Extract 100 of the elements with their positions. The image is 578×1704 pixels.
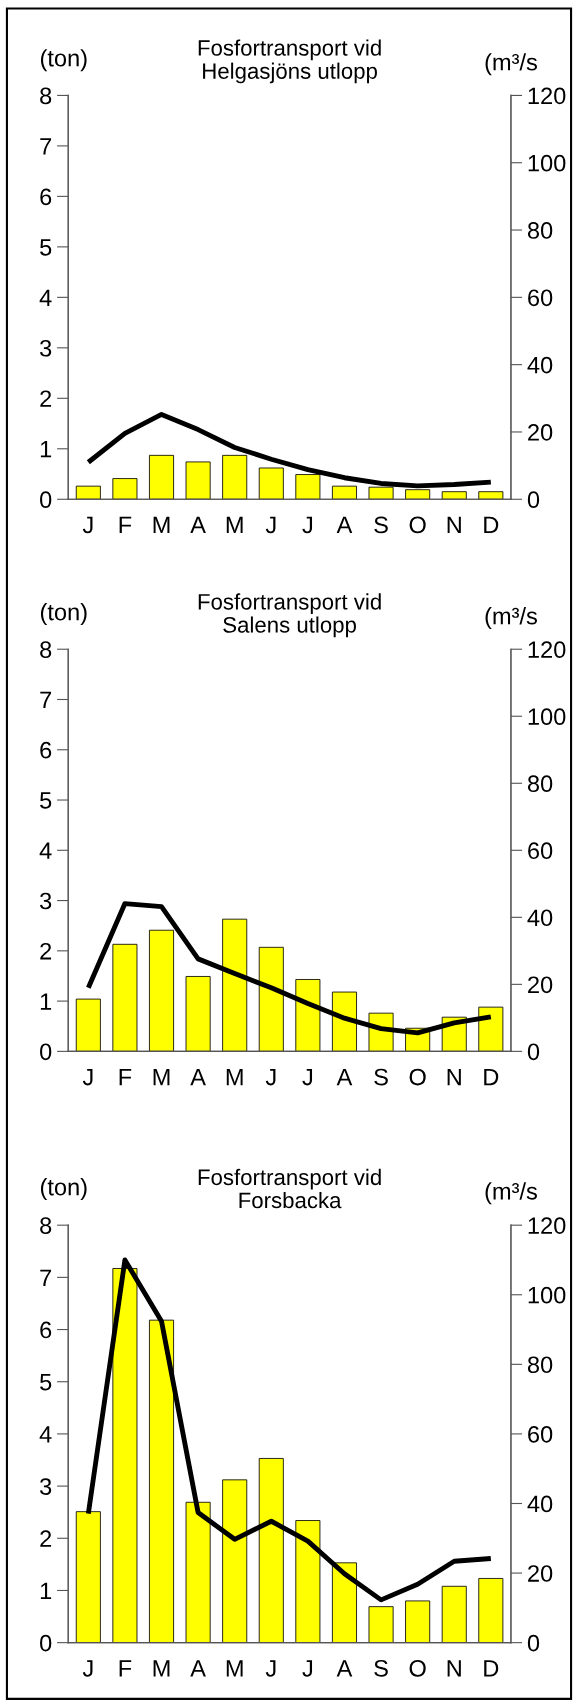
- x-tick-label: J: [302, 1068, 313, 1086]
- x-tick-label: O: [409, 1068, 426, 1086]
- y-tick-label: 1: [40, 1582, 52, 1600]
- y-tick-label: 7: [40, 138, 52, 155]
- y2-tick-label: 20: [528, 1565, 553, 1582]
- x-tick-label: F: [119, 1660, 132, 1677]
- bar: [112, 943, 138, 1052]
- y2-tick-label: 0: [527, 1634, 540, 1652]
- y-tick-label: 4: [39, 1426, 52, 1443]
- x-tick-label: D: [484, 516, 499, 534]
- x-tick-label: J: [82, 516, 93, 534]
- x-tick-label: A: [190, 1660, 206, 1677]
- chart-title: Fosfortransport vid Helgasjöns utlopp: [198, 39, 381, 84]
- y2-tick-label: 0: [527, 1043, 540, 1061]
- y-tick-label: 7: [40, 1269, 52, 1286]
- y-tick-label: 1: [40, 441, 52, 458]
- y-tick-label: 5: [40, 1374, 52, 1391]
- y2-tick-label: 120: [528, 1217, 566, 1234]
- y-tick-label: 3: [40, 892, 52, 910]
- y-tick-label: 0: [40, 1634, 52, 1652]
- y2-tick-label: 80: [527, 222, 553, 239]
- y-tick-label: 3: [40, 339, 52, 357]
- bar: [75, 998, 101, 1052]
- y2-tick-label: 80: [527, 775, 553, 793]
- y2-axis-title: (m³/s: [485, 53, 537, 76]
- y-tick-label: 2: [40, 1530, 52, 1547]
- y-tick-label: 8: [40, 87, 52, 105]
- y2-tick-label: 120: [528, 87, 566, 105]
- y2-tick-label: 20: [528, 424, 553, 441]
- y2-tick-label: 60: [528, 842, 553, 860]
- y2-tick-label: 60: [528, 289, 553, 307]
- x-tick-label: J: [82, 1660, 93, 1677]
- x-tick-label: M: [153, 1660, 170, 1677]
- bar: [478, 1578, 504, 1643]
- x-tick-label: N: [447, 1660, 461, 1677]
- y2-tick-label: 20: [528, 976, 553, 994]
- x-tick-label: N: [447, 516, 461, 534]
- y-axis-title: (ton): [40, 1178, 87, 1201]
- x-tick-label: M: [153, 516, 170, 534]
- y2-axis-title: (m³/s: [485, 607, 537, 630]
- x-tick-label: A: [336, 516, 353, 534]
- y2-tick-label: 80: [527, 1356, 553, 1374]
- y-tick-label: 6: [40, 188, 52, 206]
- bar: [405, 1600, 431, 1643]
- y-tick-label: 8: [40, 641, 52, 659]
- x-tick-label: J: [265, 516, 276, 534]
- x-tick-label: J: [82, 1068, 93, 1086]
- y2-axis-title: (m³/s: [485, 1182, 537, 1205]
- y-tick-label: 6: [40, 1321, 52, 1339]
- y-tick-label: 2: [40, 390, 52, 407]
- y2-tick-label: 60: [528, 1425, 553, 1443]
- x-tick-label: F: [119, 1068, 132, 1086]
- x-tick-label: D: [484, 1068, 499, 1086]
- x-tick-label: J: [302, 516, 313, 534]
- x-tick-label: S: [374, 1659, 388, 1677]
- x-tick-label: O: [409, 516, 426, 534]
- bar: [368, 1606, 394, 1643]
- x-tick-label: J: [265, 1660, 276, 1677]
- x-tick-label: M: [226, 1068, 243, 1086]
- x-tick-label: J: [302, 1660, 313, 1677]
- y2-tick-label: 40: [527, 1495, 553, 1513]
- x-tick-label: M: [153, 1068, 170, 1086]
- y-tick-label: 6: [40, 741, 52, 759]
- x-tick-label: A: [190, 516, 206, 534]
- y2-tick-label: 40: [527, 356, 553, 374]
- chart-title: Fosfortransport vid Forsbacka: [198, 1168, 381, 1209]
- y-tick-label: 3: [40, 1478, 52, 1495]
- y-tick-label: 5: [40, 239, 52, 256]
- x-tick-label: M: [226, 516, 243, 534]
- y2-tick-label: 100: [528, 1286, 566, 1304]
- x-tick-label: J: [265, 1068, 276, 1086]
- x-tick-label: A: [336, 1660, 353, 1677]
- y-tick-label: 0: [40, 491, 52, 509]
- y-axis-title: (ton): [40, 49, 87, 72]
- x-tick-label: N: [447, 1068, 461, 1086]
- x-tick-label: M: [226, 1660, 243, 1677]
- x-tick-label: F: [119, 516, 132, 534]
- x-tick-label: S: [374, 516, 388, 534]
- y-tick-label: 1: [40, 993, 52, 1010]
- x-tick-label: O: [409, 1659, 426, 1677]
- y-tick-label: 2: [40, 942, 52, 960]
- bar: [185, 976, 211, 1052]
- x-tick-label: D: [484, 1660, 499, 1677]
- y2-tick-label: 100: [528, 154, 566, 172]
- y-tick-label: 7: [40, 691, 52, 709]
- y-tick-label: 4: [39, 289, 52, 306]
- y-tick-label: 0: [40, 1043, 52, 1061]
- y-tick-label: 8: [40, 1217, 52, 1234]
- y2-tick-label: 100: [528, 708, 566, 726]
- y2-tick-label: 40: [527, 909, 553, 927]
- y2-tick-label: 0: [527, 491, 540, 509]
- y-axis-title: (ton): [40, 603, 87, 626]
- y2-tick-label: 120: [528, 641, 566, 659]
- y-tick-label: 4: [39, 842, 52, 859]
- y-tick-label: 5: [40, 792, 52, 809]
- x-tick-label: A: [336, 1068, 353, 1086]
- chart-title: Fosfortransport vid Salens utlopp: [198, 593, 381, 638]
- x-tick-label: S: [374, 1068, 388, 1086]
- x-tick-label: A: [190, 1068, 206, 1086]
- bar: [441, 1585, 467, 1643]
